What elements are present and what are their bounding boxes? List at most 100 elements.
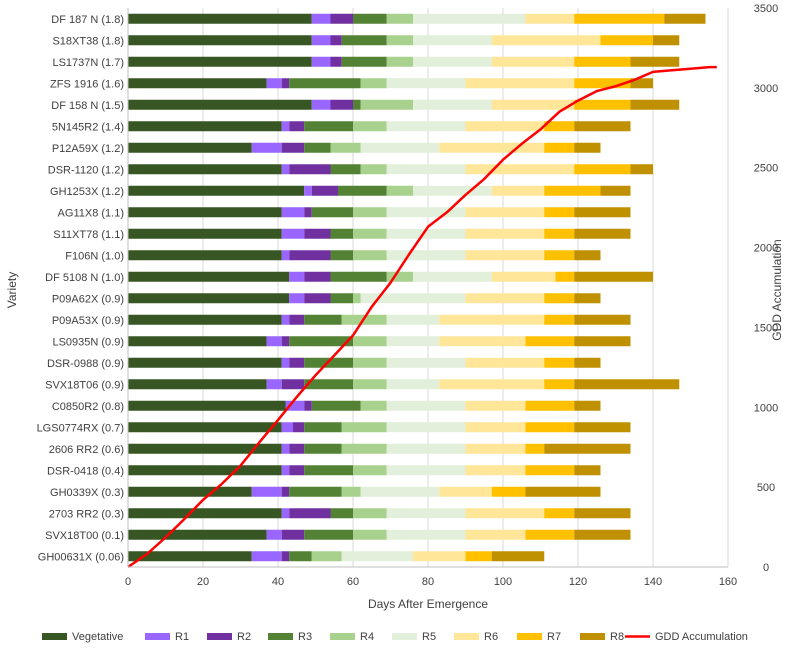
bar-segment-r4 (386, 13, 413, 24)
bar-segment-vegetative (128, 443, 282, 454)
bar-segment-r2 (281, 379, 305, 390)
bar-segment-vegetative (128, 121, 282, 132)
bar-segment-r7 (544, 250, 575, 261)
bar-segment-vegetative (128, 465, 282, 476)
bar-segment-r2 (289, 508, 331, 519)
y-tick-label: GH00631X (0.06) (38, 551, 124, 563)
y-tick-label: S18XT38 (1.8) (52, 35, 124, 47)
gdd-line-layer (127, 65, 717, 569)
x-tick-label: 0 (125, 576, 131, 588)
bar-segment-r6 (465, 443, 526, 454)
bar-segment-r6 (465, 293, 545, 304)
bar-segment-r4 (360, 400, 387, 411)
bar-segment-r7 (491, 486, 526, 497)
bar-segment-r5 (413, 271, 492, 282)
bar-segment-r1 (251, 142, 282, 153)
bar-segment-r4 (353, 250, 387, 261)
bar-segment-r1 (281, 357, 290, 368)
bar-segment-r1 (281, 465, 290, 476)
bar-segment-r5 (413, 99, 492, 110)
bar-segment-r7 (600, 35, 653, 46)
bar-segment-vegetative (128, 271, 290, 282)
bar-segment-r2 (281, 551, 290, 562)
bar-segment-r5 (386, 357, 466, 368)
bar-segment-r4 (360, 78, 387, 89)
bar-segment-r7 (574, 99, 631, 110)
y2-tick-label: 1500 (754, 322, 778, 334)
bar-segment-r4 (353, 508, 387, 519)
legend-swatch-r4 (330, 633, 355, 640)
y-tick-label: DF 187 N (1.8) (51, 14, 124, 26)
bar-segment-r7 (544, 379, 575, 390)
bar-segment-r8 (574, 336, 631, 347)
bar-segment-vegetative (128, 185, 305, 196)
bar-segment-r3 (289, 336, 353, 347)
x-tick-label: 80 (422, 576, 434, 588)
bar-segment-r6 (465, 357, 545, 368)
bar-segment-r2 (281, 529, 305, 540)
bar-segment-r3 (330, 250, 353, 261)
y-tick-label: P09A62X (0.9) (52, 293, 124, 305)
bar-segment-r1 (281, 121, 290, 132)
bar-segment-r3 (311, 400, 361, 411)
bar-segment-r6 (465, 529, 526, 540)
x-tick-label: 40 (272, 576, 284, 588)
bar-segment-r8 (653, 35, 680, 46)
y-tick-label: ZFS 1916 (1.6) (50, 78, 124, 90)
bar-segment-r8 (574, 400, 601, 411)
bar-segment-r4 (386, 35, 413, 46)
bar-segment-r4 (341, 486, 361, 497)
bar-segment-r5 (386, 250, 466, 261)
bar-segment-r7 (525, 443, 545, 454)
bar-segment-vegetative (128, 357, 282, 368)
bar-segment-r6 (413, 551, 466, 562)
bar-segment-r6 (439, 142, 545, 153)
bar-segment-r1 (266, 336, 282, 347)
bar-segment-r2 (304, 228, 331, 239)
bar-segment-r6 (465, 121, 545, 132)
bar-segment-r6 (491, 271, 556, 282)
bar-segment-r5 (386, 379, 440, 390)
bar-segment-r2 (304, 271, 331, 282)
legend-label-vegetative: Vegetative (72, 631, 123, 643)
bar-segment-r5 (386, 121, 466, 132)
bar-segment-r5 (413, 185, 492, 196)
bar-segment-r2 (289, 164, 331, 175)
y-tick-label: GH0339X (0.3) (50, 487, 124, 499)
y-tick-label: P12A59X (1.2) (52, 143, 124, 155)
bar-segment-r7 (544, 185, 601, 196)
bar-segment-vegetative (128, 207, 282, 218)
legend-swatch-r1 (145, 633, 170, 640)
bar-segment-r2 (289, 357, 305, 368)
bar-segment-r8 (574, 293, 601, 304)
bar-segment-vegetative (128, 142, 252, 153)
bar-segment-r3 (341, 35, 387, 46)
bar-segment-r5 (386, 465, 466, 476)
bar-segment-r7 (574, 164, 631, 175)
bar-segment-r3 (338, 185, 387, 196)
bar-segment-r3 (330, 293, 353, 304)
bar-segment-r8 (574, 314, 631, 325)
bar-segment-r2 (281, 486, 290, 497)
bar-segment-r7 (574, 56, 631, 67)
bar-segment-r8 (574, 250, 601, 261)
stacked-bars (128, 13, 706, 562)
bar-segment-r1 (311, 99, 331, 110)
x-tick-label: 120 (569, 576, 587, 588)
bar-segment-r4 (353, 379, 387, 390)
bar-segment-r7 (574, 13, 665, 24)
bar-segment-r1 (266, 78, 282, 89)
y2-tick-label: 2000 (754, 243, 778, 255)
bar-segment-r1 (281, 250, 290, 261)
bar-segment-r7 (544, 293, 575, 304)
y-tick-label: 2703 RR2 (0.3) (49, 508, 124, 520)
bar-segment-r1 (311, 13, 331, 24)
bar-segment-r8 (574, 422, 631, 433)
bar-segment-r8 (574, 529, 631, 540)
bar-segment-r8 (630, 56, 680, 67)
bar-segment-r7 (525, 336, 575, 347)
bar-segment-r6 (525, 13, 575, 24)
bar-segment-r7 (544, 142, 575, 153)
legend-swatch-r2 (207, 633, 232, 640)
bar-segment-vegetative (128, 314, 282, 325)
